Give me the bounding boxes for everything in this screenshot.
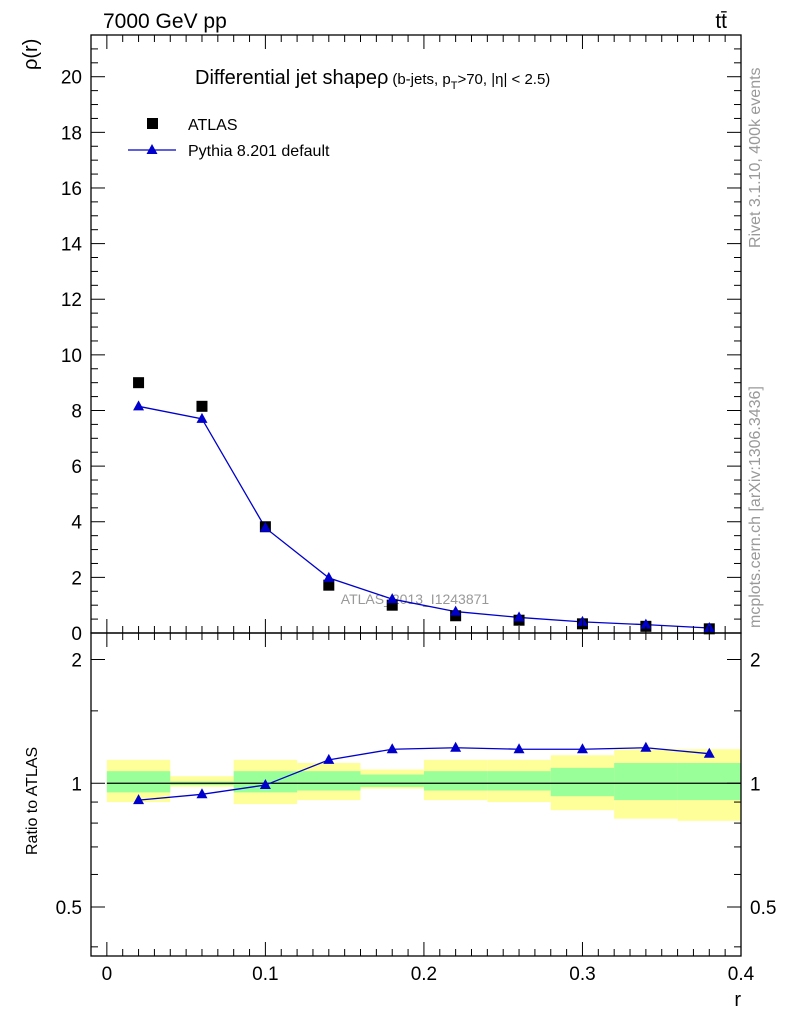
rivet-version-label: Rivet 3.1.10, 400k events	[747, 67, 764, 248]
process-label: tt̄	[715, 10, 727, 33]
ratio-y-tick-label: 1	[71, 774, 82, 795]
legend: ATLAS Pythia 8.201 default	[128, 117, 330, 160]
legend-pythia-marker	[146, 144, 158, 154]
ratio-pythia-point	[703, 747, 715, 758]
main-y-tick-label: 4	[71, 513, 82, 534]
atlas-data-point	[196, 400, 208, 412]
main-y-tick-label: 16	[61, 179, 82, 200]
main-y-tick-label: 2	[71, 568, 82, 589]
main-y-tick-label: 12	[61, 290, 82, 311]
ratio-panel: 0.5 0.5 1 1 2 2 0 0.1 0.2 0.3 0.4 Ratio to ATLAS r	[24, 632, 776, 1011]
x-tick-label: 0.4	[728, 964, 755, 985]
ratio-pythia-point	[196, 788, 208, 799]
atlas-data-point	[323, 579, 335, 591]
pythia-line	[138, 405, 710, 629]
main-y-axis-label: ρ(r)	[20, 39, 42, 70]
pythia-data-point	[513, 611, 525, 622]
ratio-pythia-line	[138, 747, 710, 801]
ratio-stat-uncertainty-band	[360, 774, 424, 787]
ratio-pythia-point	[513, 743, 525, 754]
main-y-tick-label: 14	[61, 235, 83, 256]
legend-pythia-label: Pythia 8.201 default	[188, 143, 330, 160]
pythia-data-point	[386, 593, 398, 604]
ratio-y-tick-label-right: 0.5	[750, 898, 776, 919]
ratio-stat-uncertainty-band	[106, 771, 171, 793]
analysis-watermark: ATLAS_2013_I1243871	[341, 591, 490, 607]
ratio-y-tick-label-right: 1	[750, 774, 761, 795]
main-y-tick-label: 18	[61, 123, 82, 144]
pythia-data-point	[133, 400, 145, 411]
pythia-data-point	[323, 571, 335, 582]
ratio-pythia-point	[450, 741, 462, 752]
ratio-y-tick-label: 0.5	[56, 898, 82, 919]
pythia-data-point	[640, 618, 652, 629]
main-y-tick-label: 10	[61, 346, 82, 367]
ratio-pythia-point	[576, 743, 588, 754]
ratio-stat-uncertainty-band	[550, 767, 615, 797]
x-tick-label: 0.3	[569, 964, 595, 985]
main-panel: ATLAS_2013_I1243871 0 2 4 6 8 10 12 14 16 18 20 Di…	[20, 34, 742, 645]
mcplots-label: mcplots.cern.ch [arXiv:1306.3436]	[747, 386, 764, 628]
ratio-pythia-point	[640, 741, 652, 752]
main-title: Differential jet shapeρ (b-jets, pT>70, |…	[195, 67, 550, 92]
ratio-stat-uncertainty-band	[297, 771, 361, 791]
ratio-stat-uncertainty-band	[423, 771, 488, 791]
legend-atlas-marker	[147, 118, 158, 129]
pythia-data-point	[196, 412, 208, 423]
ratio-pythia-point	[323, 753, 335, 764]
ratio-stat-uncertainty-band	[677, 763, 741, 801]
pythia-data-point	[450, 605, 462, 616]
ratio-y-tick-label: 2	[71, 650, 82, 671]
x-tick-label: 0.1	[252, 964, 278, 985]
ratio-plot-frame	[90, 632, 742, 957]
atlas-data-point	[386, 599, 398, 611]
atlas-data-point	[450, 610, 462, 622]
x-tick-label: 0.2	[411, 964, 437, 985]
atlas-data-point	[133, 377, 145, 389]
ratio-pythia-point	[133, 794, 145, 805]
ratio-y-axis-label: Ratio to ATLAS	[24, 747, 41, 855]
ratio-y-tick-label-right: 2	[750, 650, 761, 671]
ratio-pythia-point	[386, 743, 398, 754]
ratio-pythia-point	[259, 779, 271, 790]
x-axis-label: r	[734, 989, 741, 1011]
main-y-tick-label: 20	[61, 68, 82, 89]
main-y-tick-label: 6	[71, 457, 82, 478]
legend-atlas-label: ATLAS	[188, 117, 238, 134]
main-y-tick-label: 0	[71, 624, 82, 645]
pythia-data-point	[259, 521, 271, 532]
main-y-tick-label: 8	[71, 401, 82, 422]
x-tick-label: 0	[102, 964, 113, 985]
ratio-stat-uncertainty-band	[487, 771, 551, 791]
ratio-stat-uncertainty-band	[614, 763, 678, 801]
energy-label: 7000 GeV pp	[103, 10, 227, 33]
